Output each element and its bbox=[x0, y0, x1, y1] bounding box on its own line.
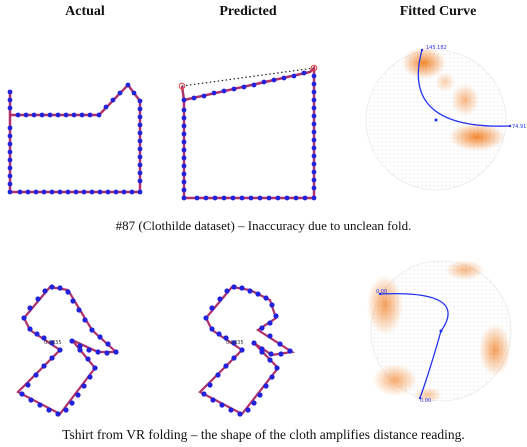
row1-caption: #87 (Clothilde dataset) – Inaccuracy due… bbox=[115, 218, 412, 233]
row1-actual-shape bbox=[7, 82, 143, 195]
header-predicted: Predicted bbox=[219, 4, 277, 19]
header-actual: Actual bbox=[65, 4, 105, 19]
row1-fitted-curve: 145.182 74.91 bbox=[365, 45, 526, 191]
row2-actual-shape: 0.0235 bbox=[16, 284, 119, 417]
row2-caption: Tshirt from VR folding – the shape of th… bbox=[62, 427, 465, 442]
row2-fitted-curve: 0.00 0.00 bbox=[367, 260, 512, 404]
row2-fit-label-left: 0.00 bbox=[376, 289, 387, 295]
row2-predicted-point-label: 0.0235 bbox=[226, 340, 244, 346]
row1-fit-label-top: 145.182 bbox=[426, 45, 447, 51]
row1-fit-label-right: 74.91 bbox=[512, 124, 526, 130]
row1-predicted-shape bbox=[178, 64, 318, 201]
row2-predicted-shape: 0.0235 bbox=[198, 284, 296, 417]
header-fitted-curve: Fitted Curve bbox=[399, 4, 477, 19]
row2-actual-point-label: 0.0235 bbox=[44, 340, 62, 346]
row2-fit-label-bottom: 0.00 bbox=[420, 398, 431, 404]
